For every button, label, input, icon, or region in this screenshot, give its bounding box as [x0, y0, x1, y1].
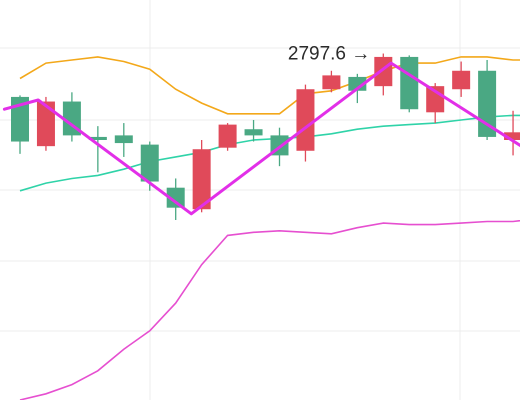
- candle: [426, 83, 445, 124]
- candle: [88, 126, 107, 173]
- candle-body: [374, 56, 393, 87]
- candle: [296, 84, 315, 162]
- candles: [11, 53, 520, 220]
- candle: [62, 92, 81, 142]
- candle: [218, 123, 237, 151]
- candle: [192, 140, 211, 213]
- candle-body: [322, 75, 341, 90]
- zigzag-line: [2, 61, 520, 216]
- lower-band-line: [19, 219, 520, 400]
- candle-body: [504, 132, 520, 140]
- candle: [452, 61, 471, 97]
- candle-body: [218, 124, 237, 148]
- candle: [166, 178, 185, 220]
- candle-body: [11, 96, 29, 142]
- high-price-label: 2797.6 →: [288, 44, 370, 65]
- candle: [504, 110, 520, 156]
- upper-band-line: [19, 56, 520, 115]
- candle-body: [296, 89, 315, 151]
- candle-body: [114, 135, 133, 144]
- candle: [400, 55, 419, 113]
- candle-body: [348, 76, 367, 91]
- candle: [322, 70, 341, 93]
- candle: [244, 120, 263, 142]
- annotations: 2797.6 →: [288, 44, 370, 65]
- candle-body: [192, 149, 211, 210]
- candle-body: [140, 144, 159, 182]
- candle-body: [400, 56, 419, 110]
- zigzag-overlay: [2, 61, 520, 216]
- candle: [114, 123, 133, 157]
- candle-body: [36, 101, 55, 147]
- candle-body: [452, 70, 471, 90]
- candle-body: [166, 187, 185, 208]
- candle-body: [244, 129, 263, 136]
- candle-body: [88, 136, 107, 140]
- bollinger-bands: [19, 56, 520, 400]
